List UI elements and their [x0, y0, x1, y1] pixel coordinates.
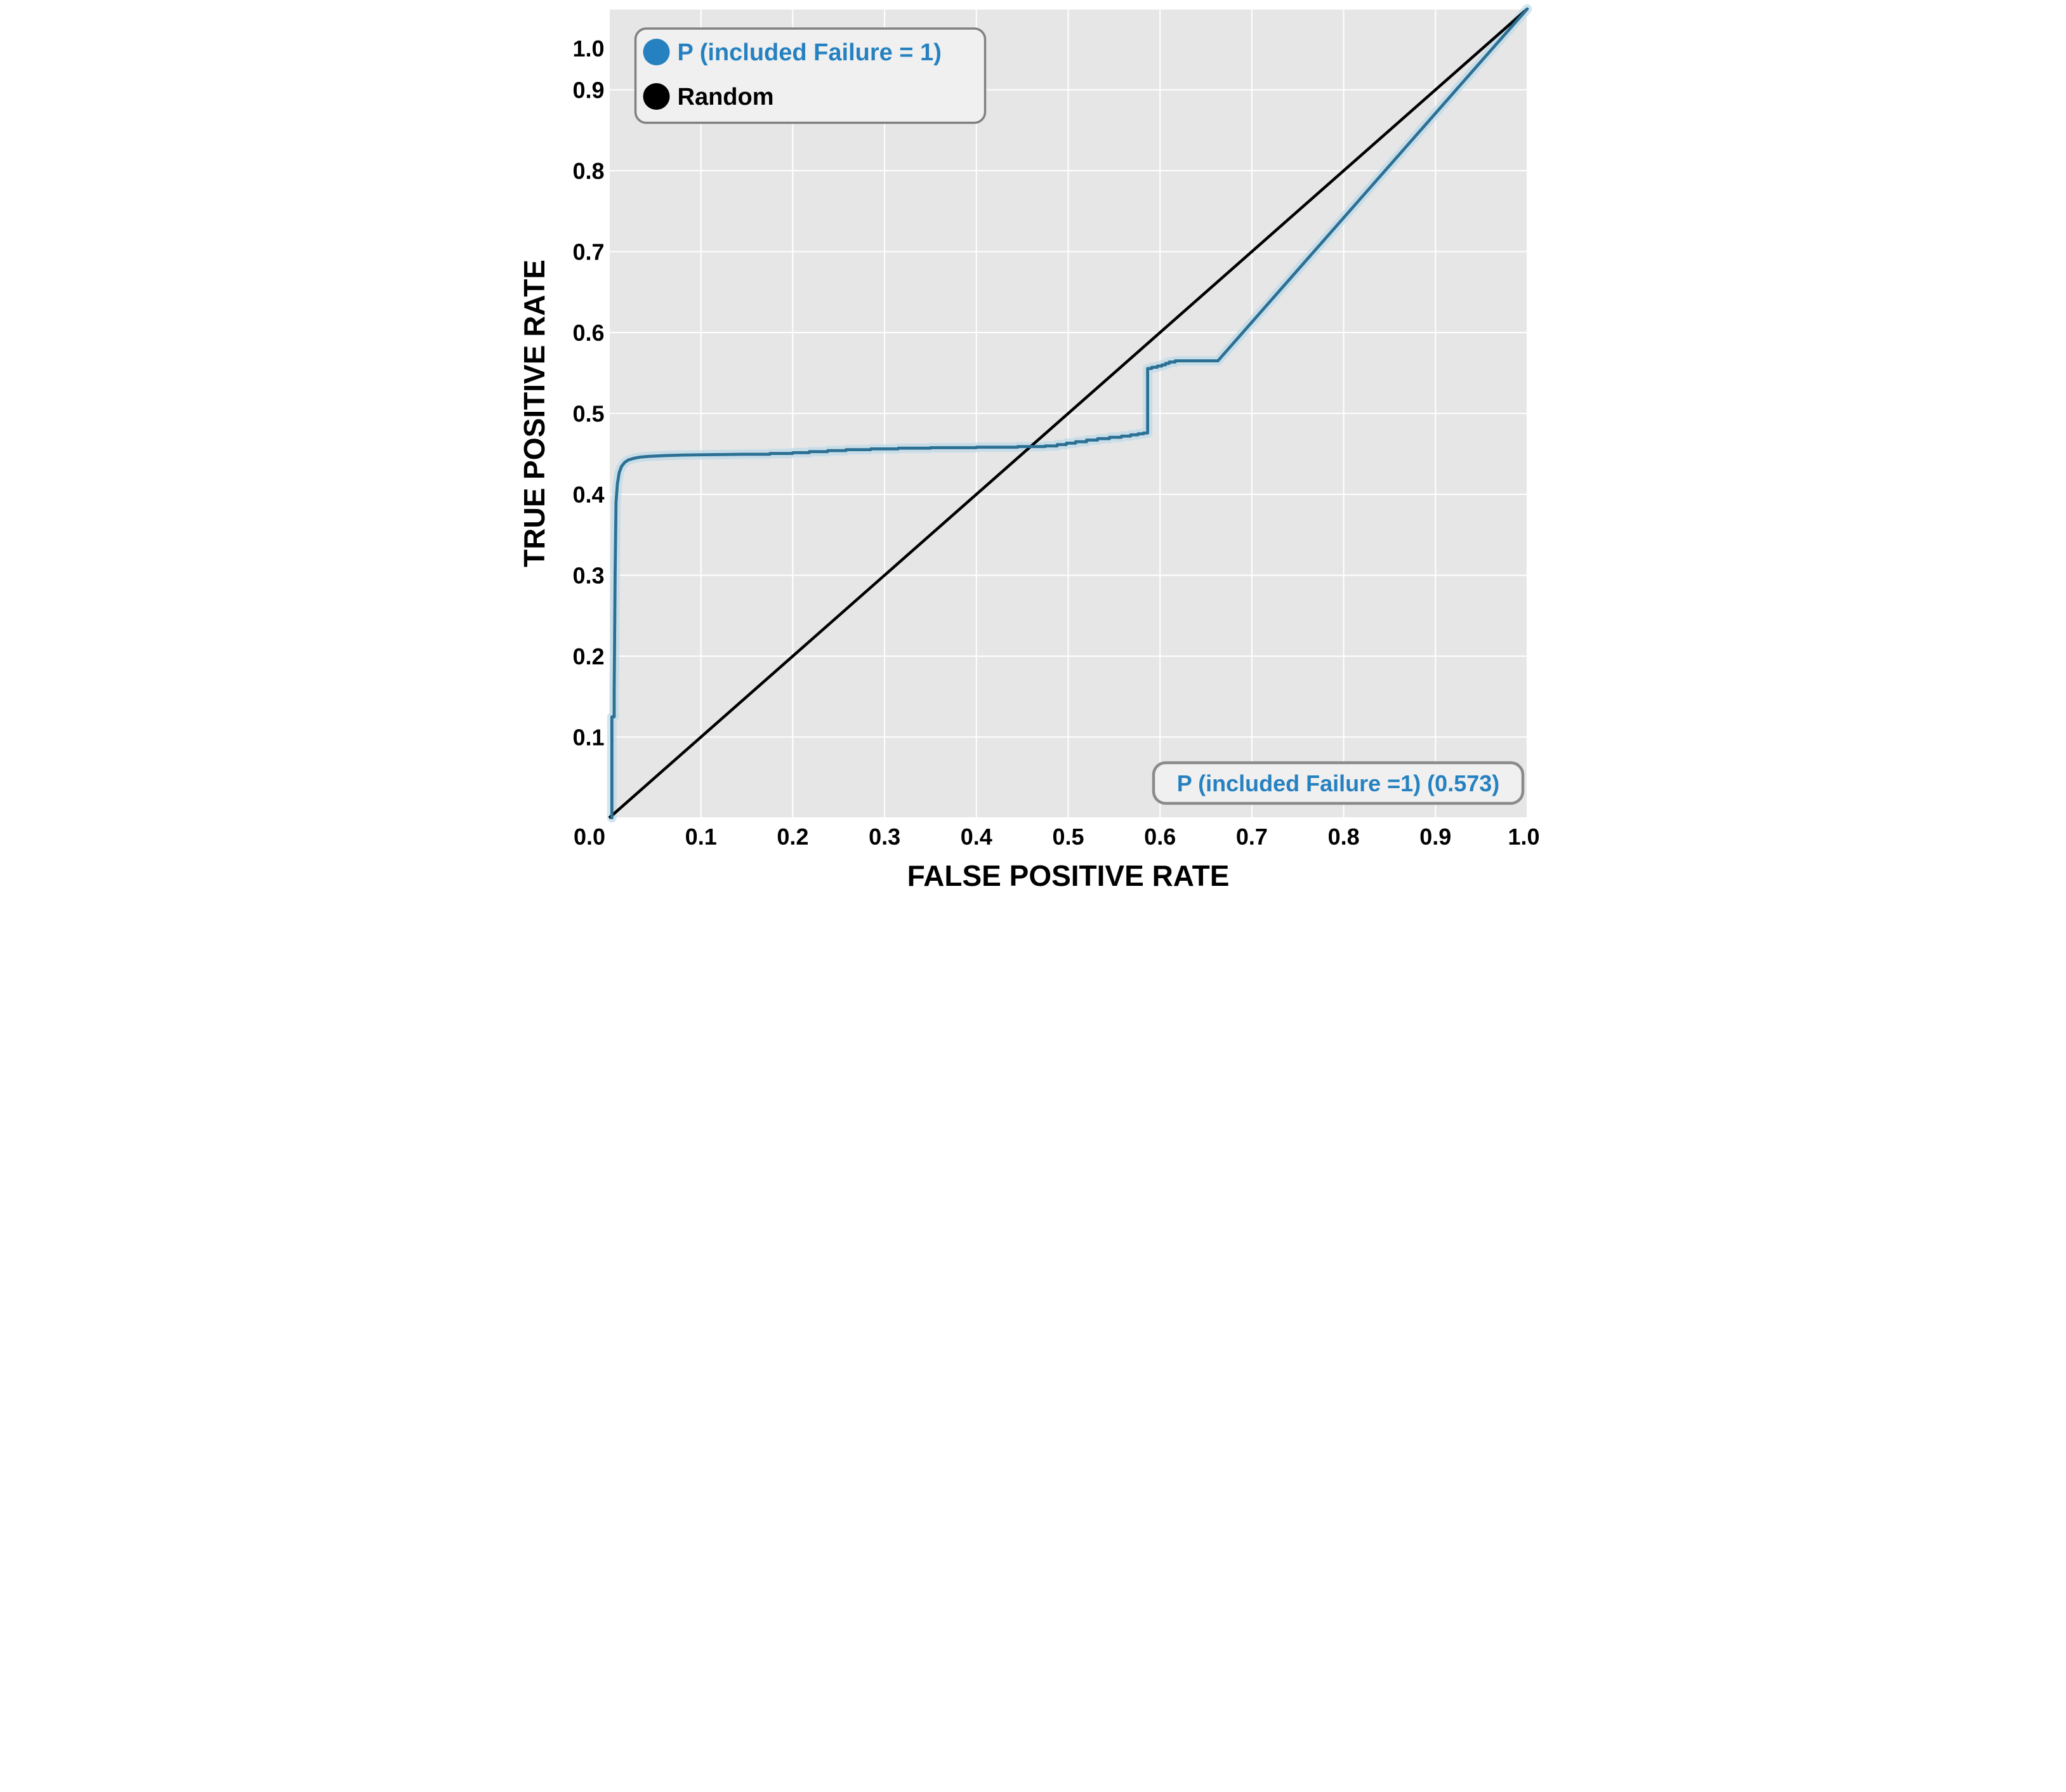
y-tick-label: 0.8 — [572, 158, 604, 184]
legend: P (included Failure = 1) Random — [634, 27, 987, 124]
roc-figure: 0.0 0.1 0.2 0.3 0.4 0.5 0.6 0.7 0.8 0.9 1.0 0.1 0.2… — [516, 0, 1550, 896]
x-tick-label: 0.3 — [869, 824, 900, 850]
legend-marker-random — [643, 83, 670, 110]
x-tick-label: 1.0 — [1508, 824, 1539, 850]
x-tick-labels: 0.0 0.1 0.2 0.3 0.4 0.5 0.6 0.7 0.8 0.9 1.0 — [574, 824, 1540, 850]
x-tick-label: 0.2 — [777, 824, 808, 850]
roc-chart: 0.0 0.1 0.2 0.3 0.4 0.5 0.6 0.7 0.8 0.9 1.0 0.1 0.2… — [516, 0, 1550, 896]
series-lines — [607, 4, 1532, 823]
y-tick-label: 0.6 — [572, 320, 604, 346]
auc-annotation: P (included Failure =1) (0.573) — [1152, 761, 1525, 805]
legend-label-series: P (included Failure = 1) — [678, 39, 942, 66]
roc-curve — [610, 7, 1529, 820]
legend-label-random: Random — [678, 84, 774, 110]
y-tick-label: 0.1 — [572, 725, 604, 751]
x-tick-label: 0.7 — [1236, 824, 1268, 850]
x-axis-title: FALSE POSITIVE RATE — [907, 859, 1230, 892]
y-tick-label: 0.7 — [572, 239, 604, 265]
auc-annotation-label: P (included Failure =1) (0.573) — [1177, 770, 1500, 796]
x-tick-label: 0.0 — [574, 824, 605, 850]
y-tick-label: 0.9 — [572, 77, 604, 103]
y-tick-label: 0.3 — [572, 563, 604, 589]
x-tick-label: 0.8 — [1328, 824, 1360, 850]
auc-annotation-box — [1152, 761, 1525, 805]
x-tick-label: 0.4 — [961, 824, 992, 850]
y-tick-label: 0.4 — [572, 482, 604, 508]
y-tick-label: 1.0 — [572, 36, 604, 62]
y-tick-labels: 0.1 0.2 0.3 0.4 0.5 0.6 0.7 0.8 0.9 1.0 — [572, 36, 604, 751]
legend-box — [634, 27, 987, 124]
x-tick-label: 0.9 — [1419, 824, 1451, 850]
gridlines — [609, 8, 1528, 819]
y-tick-label: 0.5 — [572, 401, 604, 427]
y-axis-title: TRUE POSITIVE RATE — [518, 260, 551, 567]
legend-marker-series — [643, 39, 670, 65]
random-diagonal-line — [608, 8, 1529, 819]
y-tick-label: 0.2 — [572, 643, 604, 669]
x-tick-label: 0.5 — [1052, 824, 1084, 850]
x-tick-label: 0.6 — [1144, 824, 1176, 850]
x-tick-label: 0.1 — [685, 824, 717, 850]
